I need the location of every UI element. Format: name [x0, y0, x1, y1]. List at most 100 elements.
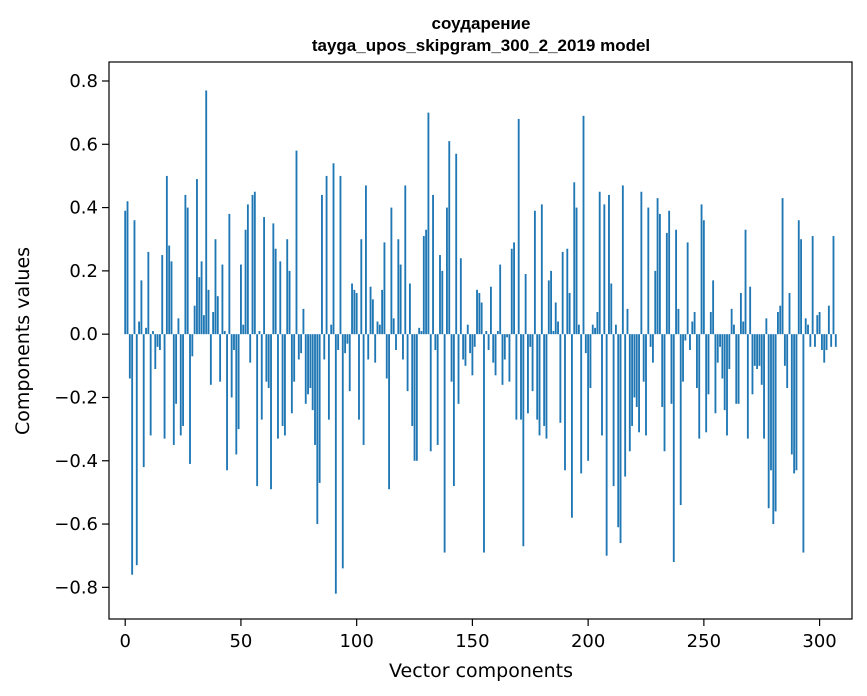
bar-168	[513, 242, 515, 335]
bar-21	[172, 334, 175, 445]
bar-132	[429, 334, 432, 452]
bar-142	[452, 334, 455, 487]
bar-103	[362, 334, 365, 445]
bar-212	[614, 324, 617, 335]
bar-50	[240, 264, 242, 335]
bar-105	[367, 334, 370, 360]
bar-292	[800, 239, 802, 335]
bar-118	[397, 239, 400, 335]
x-tick-label: 300	[802, 631, 836, 652]
bar-89	[330, 324, 333, 335]
bar-157	[487, 334, 490, 350]
bar-102	[360, 239, 363, 335]
bar-208	[605, 334, 608, 556]
bar-47	[233, 334, 235, 350]
bar-288	[790, 334, 793, 455]
bar-38	[212, 312, 215, 335]
bar-83	[316, 334, 319, 525]
bar-69	[283, 334, 286, 436]
bar-250	[702, 220, 705, 335]
bar-230	[656, 198, 659, 335]
bar-206	[601, 334, 603, 436]
bar-111	[381, 289, 384, 335]
bar-220	[633, 334, 636, 398]
bar-301	[820, 334, 823, 350]
bar-224	[642, 334, 645, 382]
bar-239	[677, 308, 680, 335]
bar-88	[327, 334, 330, 420]
bar-232	[661, 334, 664, 407]
bar-251	[705, 334, 708, 433]
bar-197	[580, 334, 583, 474]
bar-35	[205, 90, 208, 335]
bar-127	[418, 327, 421, 335]
bar-25	[182, 334, 184, 426]
bar-200	[587, 334, 590, 461]
bar-284	[781, 198, 784, 335]
bar-76	[300, 334, 303, 354]
bar-16	[161, 255, 164, 335]
bar-124	[411, 334, 414, 426]
bar-297	[811, 236, 814, 335]
bar-283	[779, 305, 782, 335]
bar-129	[422, 236, 425, 335]
bar-150	[471, 334, 474, 376]
x-tick-label: 0	[119, 631, 130, 652]
bar-172	[522, 334, 525, 547]
bar-238	[675, 229, 678, 335]
bar-87	[325, 175, 328, 335]
bar-160	[494, 334, 497, 376]
bar-306	[832, 236, 835, 335]
bar-70	[286, 239, 289, 335]
bar-59	[260, 334, 263, 420]
bar-48	[235, 334, 238, 455]
bar-115	[390, 207, 393, 335]
bar-218	[628, 334, 631, 452]
bar-262	[730, 308, 733, 335]
y-tick-label: −0.4	[54, 451, 98, 472]
bar-193	[571, 334, 573, 518]
bar-209	[608, 194, 610, 335]
bar-188	[559, 334, 562, 423]
y-tick-label: −0.6	[54, 514, 98, 535]
bar-304	[827, 305, 830, 335]
bar-253	[709, 312, 712, 335]
bar-165	[506, 334, 509, 338]
chart-subtitle: tayga_upos_skipgram_300_2_2019 model	[312, 36, 650, 55]
bar-23	[177, 318, 180, 335]
bar-138	[443, 334, 446, 553]
bar-77	[302, 308, 305, 335]
bar-235	[668, 210, 671, 335]
bar-241	[682, 334, 684, 382]
y-tick-label: 0.6	[69, 134, 98, 155]
bar-84	[318, 334, 321, 483]
bar-20	[170, 261, 173, 335]
bar-139	[446, 207, 448, 335]
bar-181	[543, 334, 546, 426]
bar-194	[573, 182, 576, 335]
x-axis-label: Vector components	[389, 660, 573, 682]
bar-282	[777, 312, 779, 335]
bar-182	[545, 334, 548, 439]
bar-49	[237, 334, 240, 430]
bar-75	[297, 334, 300, 360]
bar-190	[564, 334, 566, 471]
bar-281	[774, 334, 777, 512]
bar-287	[788, 293, 791, 335]
bars-group	[124, 90, 837, 594]
y-tick-label: 0.2	[69, 261, 98, 282]
bar-62	[267, 334, 270, 388]
bar-234	[665, 232, 668, 335]
bar-122	[406, 334, 409, 392]
bar-92	[337, 334, 340, 350]
bar-149	[469, 334, 472, 354]
bar-56	[253, 191, 256, 335]
bar-226	[647, 207, 650, 335]
bar-144	[457, 334, 460, 404]
bar-255	[714, 334, 717, 414]
bar-104	[365, 185, 367, 335]
bar-101	[358, 334, 360, 420]
bar-86	[323, 334, 326, 360]
bar-247	[695, 334, 698, 388]
